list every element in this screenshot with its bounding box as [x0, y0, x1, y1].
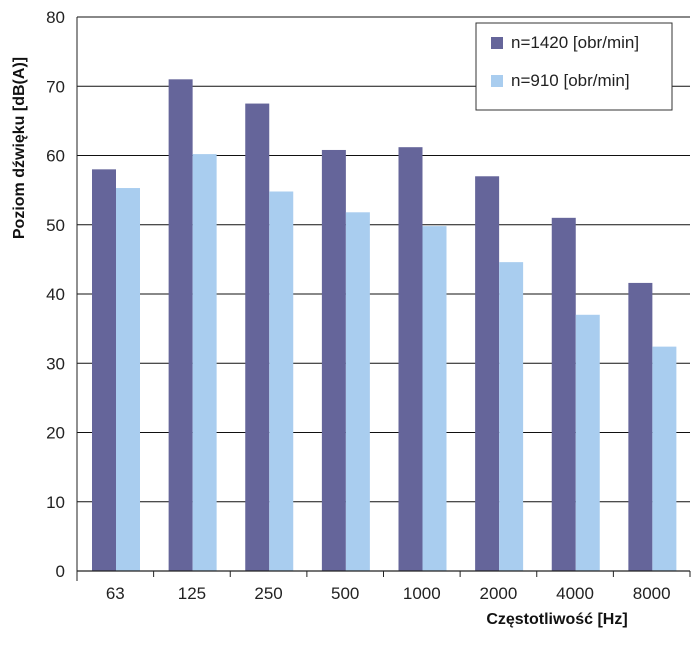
x-tick-label-125: 125: [178, 584, 206, 603]
x-tick-label-2000: 2000: [480, 584, 518, 603]
bar-series-2-125: [192, 154, 217, 572]
bar-series-2-8000: [652, 346, 677, 571]
bar-series-1-2000: [475, 176, 500, 571]
bar-series-1-250: [245, 103, 270, 571]
legend-swatch-2: [491, 75, 503, 87]
x-tick-label-1000: 1000: [403, 584, 441, 603]
y-tick-label-60: 60: [46, 147, 65, 166]
bar-series-1-63: [92, 169, 116, 571]
y-axis-title: Poziom dźwięku [dB(A)]: [11, 57, 28, 239]
legend-label-1: n=1420 [obr/min]: [511, 33, 639, 52]
bar-series-2-63: [116, 188, 140, 572]
bar-series-1-8000: [628, 282, 653, 571]
y-tick-label-0: 0: [56, 562, 65, 581]
x-tick-label-8000: 8000: [633, 584, 671, 603]
axes: [76, 17, 691, 581]
y-tick-label-50: 50: [46, 216, 65, 235]
x-tick-label-500: 500: [331, 584, 359, 603]
y-tick-label-70: 70: [46, 77, 65, 96]
x-axis-title: Częstotliwość [Hz]: [486, 611, 627, 628]
y-tick-label-40: 40: [46, 285, 65, 304]
y-tick-labels: 0 10 20 30 40 50 60 70 80: [46, 8, 65, 581]
legend-box: [475, 22, 673, 111]
y-tick-label-10: 10: [46, 493, 65, 512]
bar-series-2-4000: [575, 314, 600, 571]
x-tick-label-63: 63: [106, 584, 125, 603]
x-tick-label-4000: 4000: [556, 584, 594, 603]
bar-series-1-125: [168, 79, 193, 571]
bar-series-2-500: [345, 212, 370, 571]
bar-series-2-1000: [422, 226, 447, 571]
y-tick-label-30: 30: [46, 354, 65, 373]
legend-swatch-1: [491, 37, 503, 49]
legend-label-2: n=910 [obr/min]: [511, 71, 630, 90]
y-tick-label-80: 80: [46, 8, 65, 27]
legend: n=1420 [obr/min] n=910 [obr/min]: [475, 22, 673, 111]
bars: [92, 79, 677, 572]
bar-series-1-4000: [551, 217, 576, 571]
bar-series-1-1000: [398, 147, 423, 571]
x-tick-labels: 63 125 250 500 1000 2000 4000 8000: [106, 584, 671, 603]
x-tick-label-250: 250: [254, 584, 282, 603]
y-tick-label-20: 20: [46, 424, 65, 443]
bar-series-1-500: [321, 149, 346, 571]
bar-series-2-2000: [499, 262, 524, 571]
bar-series-2-250: [269, 191, 294, 571]
